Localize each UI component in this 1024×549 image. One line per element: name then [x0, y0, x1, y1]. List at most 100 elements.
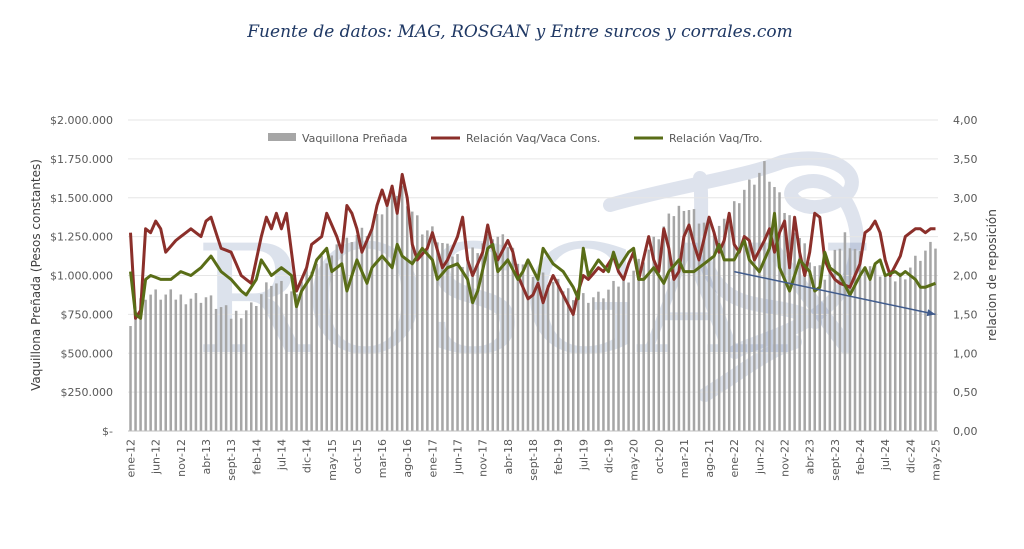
bar: [919, 260, 922, 431]
legend-label-tro: Relación Vaq/Tro.: [669, 132, 763, 145]
x-tick-label: feb-24: [854, 439, 867, 475]
bar: [516, 263, 520, 431]
bar: [265, 282, 268, 431]
bar: [214, 308, 218, 431]
source-note: Fuente de datos: MAG, ROSGAN y Entre sur…: [247, 22, 793, 42]
legend-label-bars: Vaquillona Preñada: [302, 132, 407, 145]
x-tick-label: ene-22: [728, 439, 741, 477]
legend-label-vaca: Relación Vaq/Vaca Cons.: [466, 132, 600, 145]
x-tick-label: sept-18: [527, 439, 540, 481]
bar: [416, 215, 419, 431]
bar: [134, 312, 137, 431]
x-tick-label: oct-20: [653, 439, 666, 474]
bar: [541, 272, 545, 431]
bar: [738, 203, 741, 431]
line-series-tro: [129, 211, 937, 320]
bar: [868, 266, 872, 431]
y-left-tick-label: $1.250.000: [50, 231, 113, 244]
bar: [818, 265, 822, 431]
bar: [521, 264, 525, 431]
bar: [732, 201, 736, 431]
x-tick-label: jun-12: [150, 439, 163, 475]
bar: [803, 243, 806, 431]
bar: [421, 234, 424, 431]
bar: [466, 257, 469, 431]
bar: [909, 267, 912, 431]
bar: [617, 286, 620, 431]
y-right-tick-label: 2,50: [953, 231, 978, 244]
x-tick-label: ago-21: [703, 439, 716, 478]
y-right-tick-label: 4,00: [953, 114, 978, 127]
trend-arrow: [734, 270, 936, 317]
bar: [234, 310, 238, 431]
bar: [707, 220, 711, 431]
x-tick-label: oct-15: [351, 439, 364, 474]
bar: [566, 288, 570, 431]
x-tick-label: jun-22: [753, 439, 766, 475]
bar: [577, 296, 580, 431]
bar: [164, 294, 167, 431]
bar: [199, 302, 203, 431]
bar: [924, 250, 927, 431]
bar: [637, 258, 640, 431]
bar: [828, 264, 832, 431]
bar: [798, 238, 801, 431]
bar: [244, 310, 248, 431]
bar: [702, 222, 706, 431]
y-left-tick-label: $1.500.000: [50, 192, 113, 205]
bar: [260, 294, 263, 431]
bar: [536, 275, 540, 431]
x-tick-label: may-15: [326, 439, 339, 481]
bar: [561, 291, 565, 431]
y-left-axis-title: Vaquillona Preñada (Pesos constantes): [29, 159, 43, 391]
bar: [758, 172, 761, 431]
bar: [239, 318, 243, 431]
bar: [677, 205, 681, 431]
bar: [722, 218, 726, 431]
bar: [743, 189, 746, 431]
bar: [929, 241, 932, 431]
bar: [471, 247, 474, 431]
bar: [149, 294, 152, 431]
x-tick-label: abr-23: [804, 439, 817, 475]
bar: [144, 299, 147, 431]
bar: [335, 244, 339, 431]
bar: [285, 293, 288, 431]
bar: [506, 247, 510, 431]
x-tick-label: abr-13: [200, 439, 213, 475]
x-tick-label: dic-24: [904, 439, 917, 473]
bar: [154, 289, 157, 431]
bar: [451, 256, 454, 431]
bar: [370, 228, 374, 431]
bar: [893, 281, 897, 431]
bar: [793, 232, 796, 431]
x-tick-label: sept-13: [225, 439, 238, 481]
y-left-tick-label: $750.000: [61, 308, 114, 321]
bar: [456, 254, 459, 431]
bar: [330, 255, 334, 431]
bar: [476, 253, 479, 431]
bar: [194, 293, 198, 431]
bar: [748, 179, 751, 431]
bar: [778, 192, 781, 431]
bar: [219, 307, 223, 431]
bar: [833, 249, 837, 431]
bar: [838, 248, 842, 431]
bar: [592, 297, 595, 431]
x-tick-label: jun-17: [452, 439, 465, 475]
bar: [189, 298, 193, 431]
bar: [355, 234, 359, 431]
y-right-axis-title: relacion de reposición: [985, 209, 999, 341]
bar: [667, 213, 671, 431]
y-left-tick-label: $500.000: [61, 347, 114, 360]
bar: [853, 248, 857, 431]
x-tick-label: dic-19: [602, 439, 615, 473]
bar: [224, 305, 228, 431]
bar: [597, 291, 600, 431]
bar: [717, 225, 721, 431]
bar: [808, 262, 811, 431]
bar: [280, 280, 283, 431]
x-tick-label: ene-12: [125, 439, 138, 477]
x-tick-labels: ene-12 jun-12 nov-12 abr-13 sept-13 feb-14 jul…: [125, 439, 943, 481]
